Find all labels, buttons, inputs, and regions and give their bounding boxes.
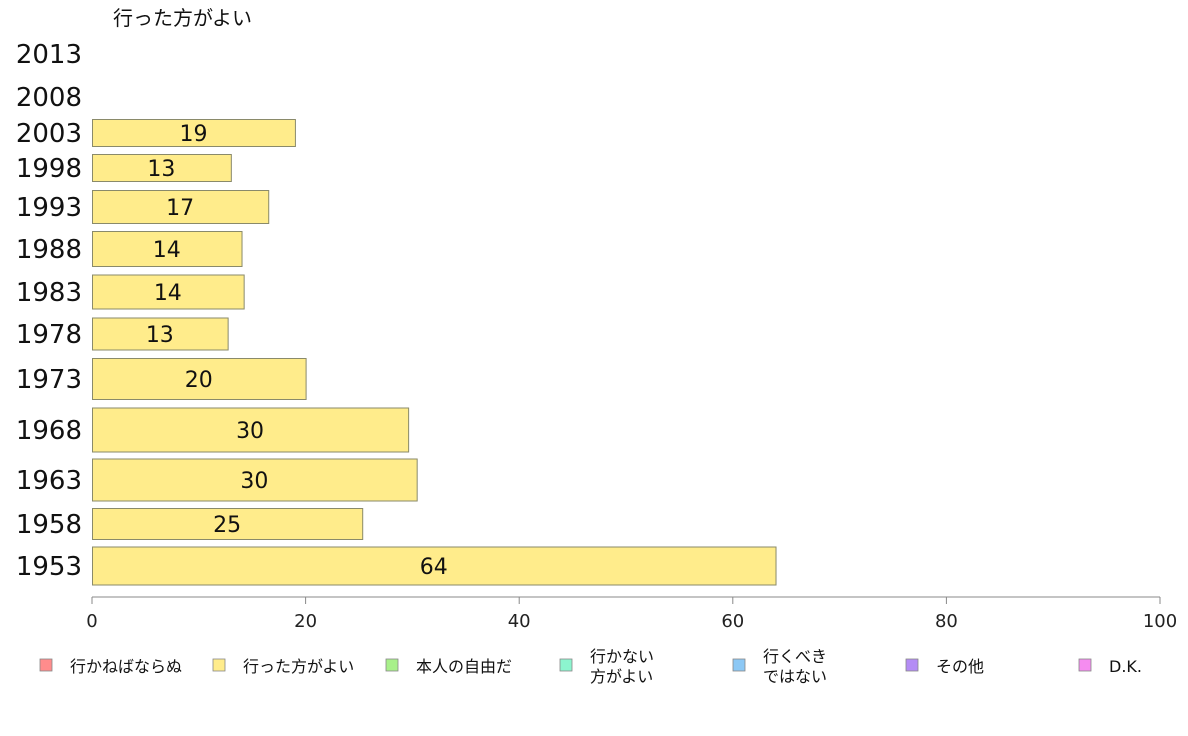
category-label: 1968 bbox=[16, 416, 82, 446]
category-label: 1973 bbox=[16, 365, 82, 395]
legend-label: 行った方がよい bbox=[243, 657, 354, 676]
x-tick-label: 20 bbox=[294, 611, 317, 632]
category-labels: 2013 2008 2003 1998 1993 1988 1983 1978 1973 1968… bbox=[16, 40, 82, 582]
bar-1953 bbox=[92, 546, 777, 586]
bar-value-label: 25 bbox=[213, 513, 241, 538]
bar-value-label: 20 bbox=[185, 368, 213, 393]
bar-2003 bbox=[92, 119, 296, 147]
legend-swatch bbox=[385, 658, 399, 672]
bar-value-label: 19 bbox=[179, 122, 207, 147]
x-tick-label: 60 bbox=[721, 611, 744, 632]
bar-1998 bbox=[92, 154, 232, 182]
legend-swatch bbox=[732, 658, 746, 672]
category-label: 1983 bbox=[16, 278, 82, 308]
x-tick-label: 0 bbox=[86, 611, 97, 632]
legend-swatch bbox=[39, 658, 53, 672]
bar-value-label: 30 bbox=[240, 469, 268, 494]
legend-swatch bbox=[559, 658, 573, 672]
category-label: 1993 bbox=[16, 193, 82, 223]
legend-label: D.K. bbox=[1109, 657, 1142, 676]
bar-value-label: 17 bbox=[166, 196, 194, 221]
bar-1958 bbox=[92, 508, 364, 540]
bar-value-label: 13 bbox=[146, 323, 174, 348]
category-label: 2008 bbox=[16, 83, 82, 113]
category-label: 2013 bbox=[16, 40, 82, 70]
bar-1988 bbox=[92, 231, 243, 267]
bar-1993 bbox=[92, 190, 270, 224]
bar-1983 bbox=[92, 274, 245, 310]
legend-label: 方がよい bbox=[590, 667, 653, 686]
legend-label: ではない bbox=[763, 667, 827, 686]
legend-swatch bbox=[905, 658, 919, 672]
category-label: 1963 bbox=[16, 466, 82, 496]
legend-label: 本人の自由だ bbox=[416, 657, 512, 676]
bar-value-label: 30 bbox=[236, 419, 264, 444]
bar-value-label: 14 bbox=[154, 281, 182, 306]
category-label: 2003 bbox=[16, 119, 82, 149]
category-label: 1998 bbox=[16, 154, 82, 184]
legend-swatch bbox=[212, 658, 226, 672]
x-tick-label: 80 bbox=[935, 611, 958, 632]
bar-1973 bbox=[92, 358, 307, 400]
bar-value-label: 64 bbox=[420, 555, 448, 580]
x-axis: 0 20 40 60 80 100 bbox=[86, 596, 1177, 632]
category-label: 1988 bbox=[16, 235, 82, 265]
category-label: 1953 bbox=[16, 552, 82, 582]
legend-label: 行かねばならぬ bbox=[70, 657, 182, 676]
bar-1978 bbox=[92, 317, 229, 351]
bar-value-label: 13 bbox=[147, 157, 175, 182]
x-tick-label: 40 bbox=[508, 611, 531, 632]
bar-value-label: 14 bbox=[153, 238, 181, 263]
bar-1968 bbox=[92, 407, 410, 453]
chart-title: 行った方がよい bbox=[113, 6, 252, 30]
legend-label: 行かない bbox=[590, 647, 654, 666]
category-label: 1958 bbox=[16, 510, 82, 540]
category-label: 1978 bbox=[16, 320, 82, 350]
legend-label: その他 bbox=[936, 657, 984, 676]
bar-1963 bbox=[92, 458, 418, 502]
legend-swatch bbox=[1078, 658, 1092, 672]
legend-label: 行くべき bbox=[763, 647, 827, 666]
x-tick-label: 100 bbox=[1143, 611, 1177, 632]
